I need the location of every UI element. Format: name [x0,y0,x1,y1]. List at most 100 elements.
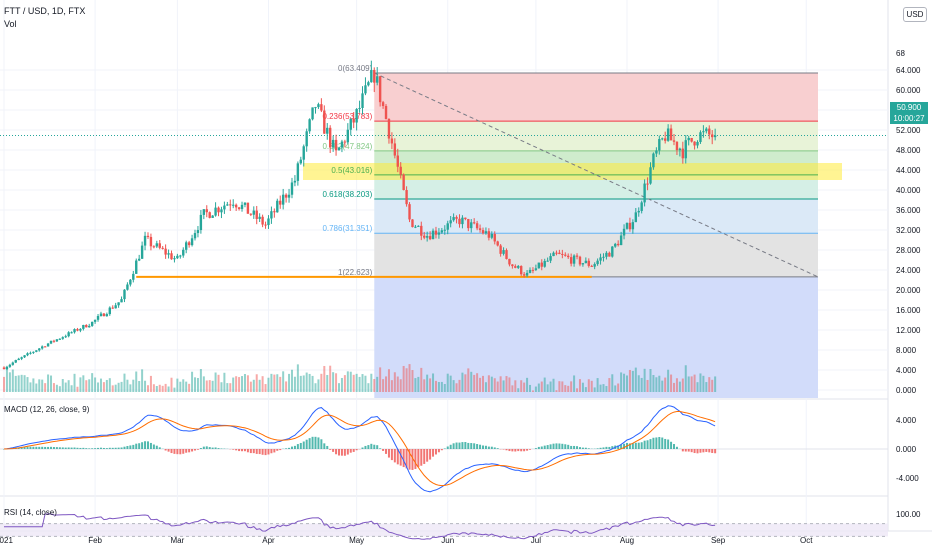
macd-histogram-bar [147,441,149,449]
price-axis-label: 68 [896,49,905,58]
candle-body [391,139,393,144]
macd-histogram-bar [667,440,669,449]
volume-bar [547,384,549,392]
rsi-legend[interactable]: RSI (14, close) [4,508,57,517]
volume-bar [673,383,675,392]
macd-histogram-bar [188,449,190,452]
macd-histogram-bar [461,442,463,449]
symbol-title[interactable]: FTT / USD, 1D, FTX [4,6,85,16]
volume-bar [414,378,416,392]
volume-bar [567,386,569,392]
candle-body [94,320,96,322]
candle-body [499,246,501,254]
volume-bar [532,390,534,392]
macd-histogram-bar [517,449,519,451]
macd-histogram-bar [344,449,346,456]
currency-badge[interactable]: USD [903,7,927,22]
candle-body [244,203,246,205]
volume-bar [347,371,349,392]
candle-body [352,119,354,123]
macd-histogram-bar [541,446,543,449]
candle-body [120,299,122,302]
volume-bar [123,374,125,392]
volume-bar [32,378,34,392]
candle-body [394,143,396,155]
candle-body [197,230,199,233]
candle-body [335,140,337,150]
macd-histogram-bar [506,449,508,450]
macd-histogram-bar [68,447,70,449]
macd-histogram-bar [644,441,646,449]
volume-bar [235,376,237,392]
macd-histogram-bar [641,442,643,449]
candle-body [314,107,316,108]
macd-histogram-bar [441,449,443,450]
candle-body [270,211,272,218]
candle-body [632,222,634,229]
macd-histogram-bar [494,447,496,449]
volume-bar [479,378,481,392]
volume-legend[interactable]: Vol [4,19,17,29]
volume-bar [300,376,302,392]
time-axis-label: Mar [170,536,184,545]
macd-histogram-bar [335,449,337,454]
volume-bar [667,370,669,392]
volume-bar [303,375,305,392]
candle-body [573,256,575,264]
price-axis-label: 44.000 [896,166,921,175]
volume-bar [367,383,369,392]
candle-body [85,325,87,327]
candle-body [508,259,510,264]
candle-body [699,132,701,142]
candle-body [44,346,46,347]
volume-bar [447,374,449,392]
macd-histogram-bar [661,438,663,449]
volume-bar [24,375,26,392]
candle-body [546,261,548,262]
macd-histogram-bar [473,443,475,449]
volume-bar [529,385,531,392]
volume-bar [350,372,352,392]
volume-bar [535,387,537,392]
candle-body [593,264,595,267]
macd-legend[interactable]: MACD (12, 26, close, 9) [4,405,89,414]
candle-body [26,353,28,355]
candle-body [56,339,58,341]
macd-histogram-bar [453,443,455,449]
candle-body [217,208,219,213]
macd-histogram-bar [270,449,272,453]
macd-histogram-bar [682,449,684,451]
price-axis-label: 24.000 [896,266,921,275]
candle-body [238,207,240,209]
candle-body [73,329,75,332]
candle-body [567,256,569,257]
time-axis-label: May [349,536,364,545]
volume-bar [218,375,220,392]
candle-body [273,211,275,212]
volume-bar [353,375,355,392]
macd-histogram-bar [332,449,334,452]
candle-body [188,242,190,245]
macd-histogram-bar [529,449,531,450]
volume-bar [126,380,128,392]
price-axis-label: 28.000 [896,246,921,255]
price-axis-label: 4.000 [896,366,917,375]
macd-axis-label: -4.000 [896,474,919,483]
volume-bar [417,377,419,392]
candle-body [432,231,434,239]
volume-bar [159,385,161,392]
candle-body [617,244,619,245]
volume-bar [144,381,146,392]
volume-bar [588,379,590,392]
macd-histogram-bar [458,443,460,449]
candle-body [585,261,587,263]
macd-histogram-bar [194,449,196,451]
macd-histogram-bar [300,443,302,449]
macd-histogram-bar [708,449,710,452]
candle-body [109,308,111,314]
candle-body [640,202,642,211]
macd-histogram-bar [38,447,40,449]
volume-bar [550,382,552,392]
candle-body [79,329,81,331]
